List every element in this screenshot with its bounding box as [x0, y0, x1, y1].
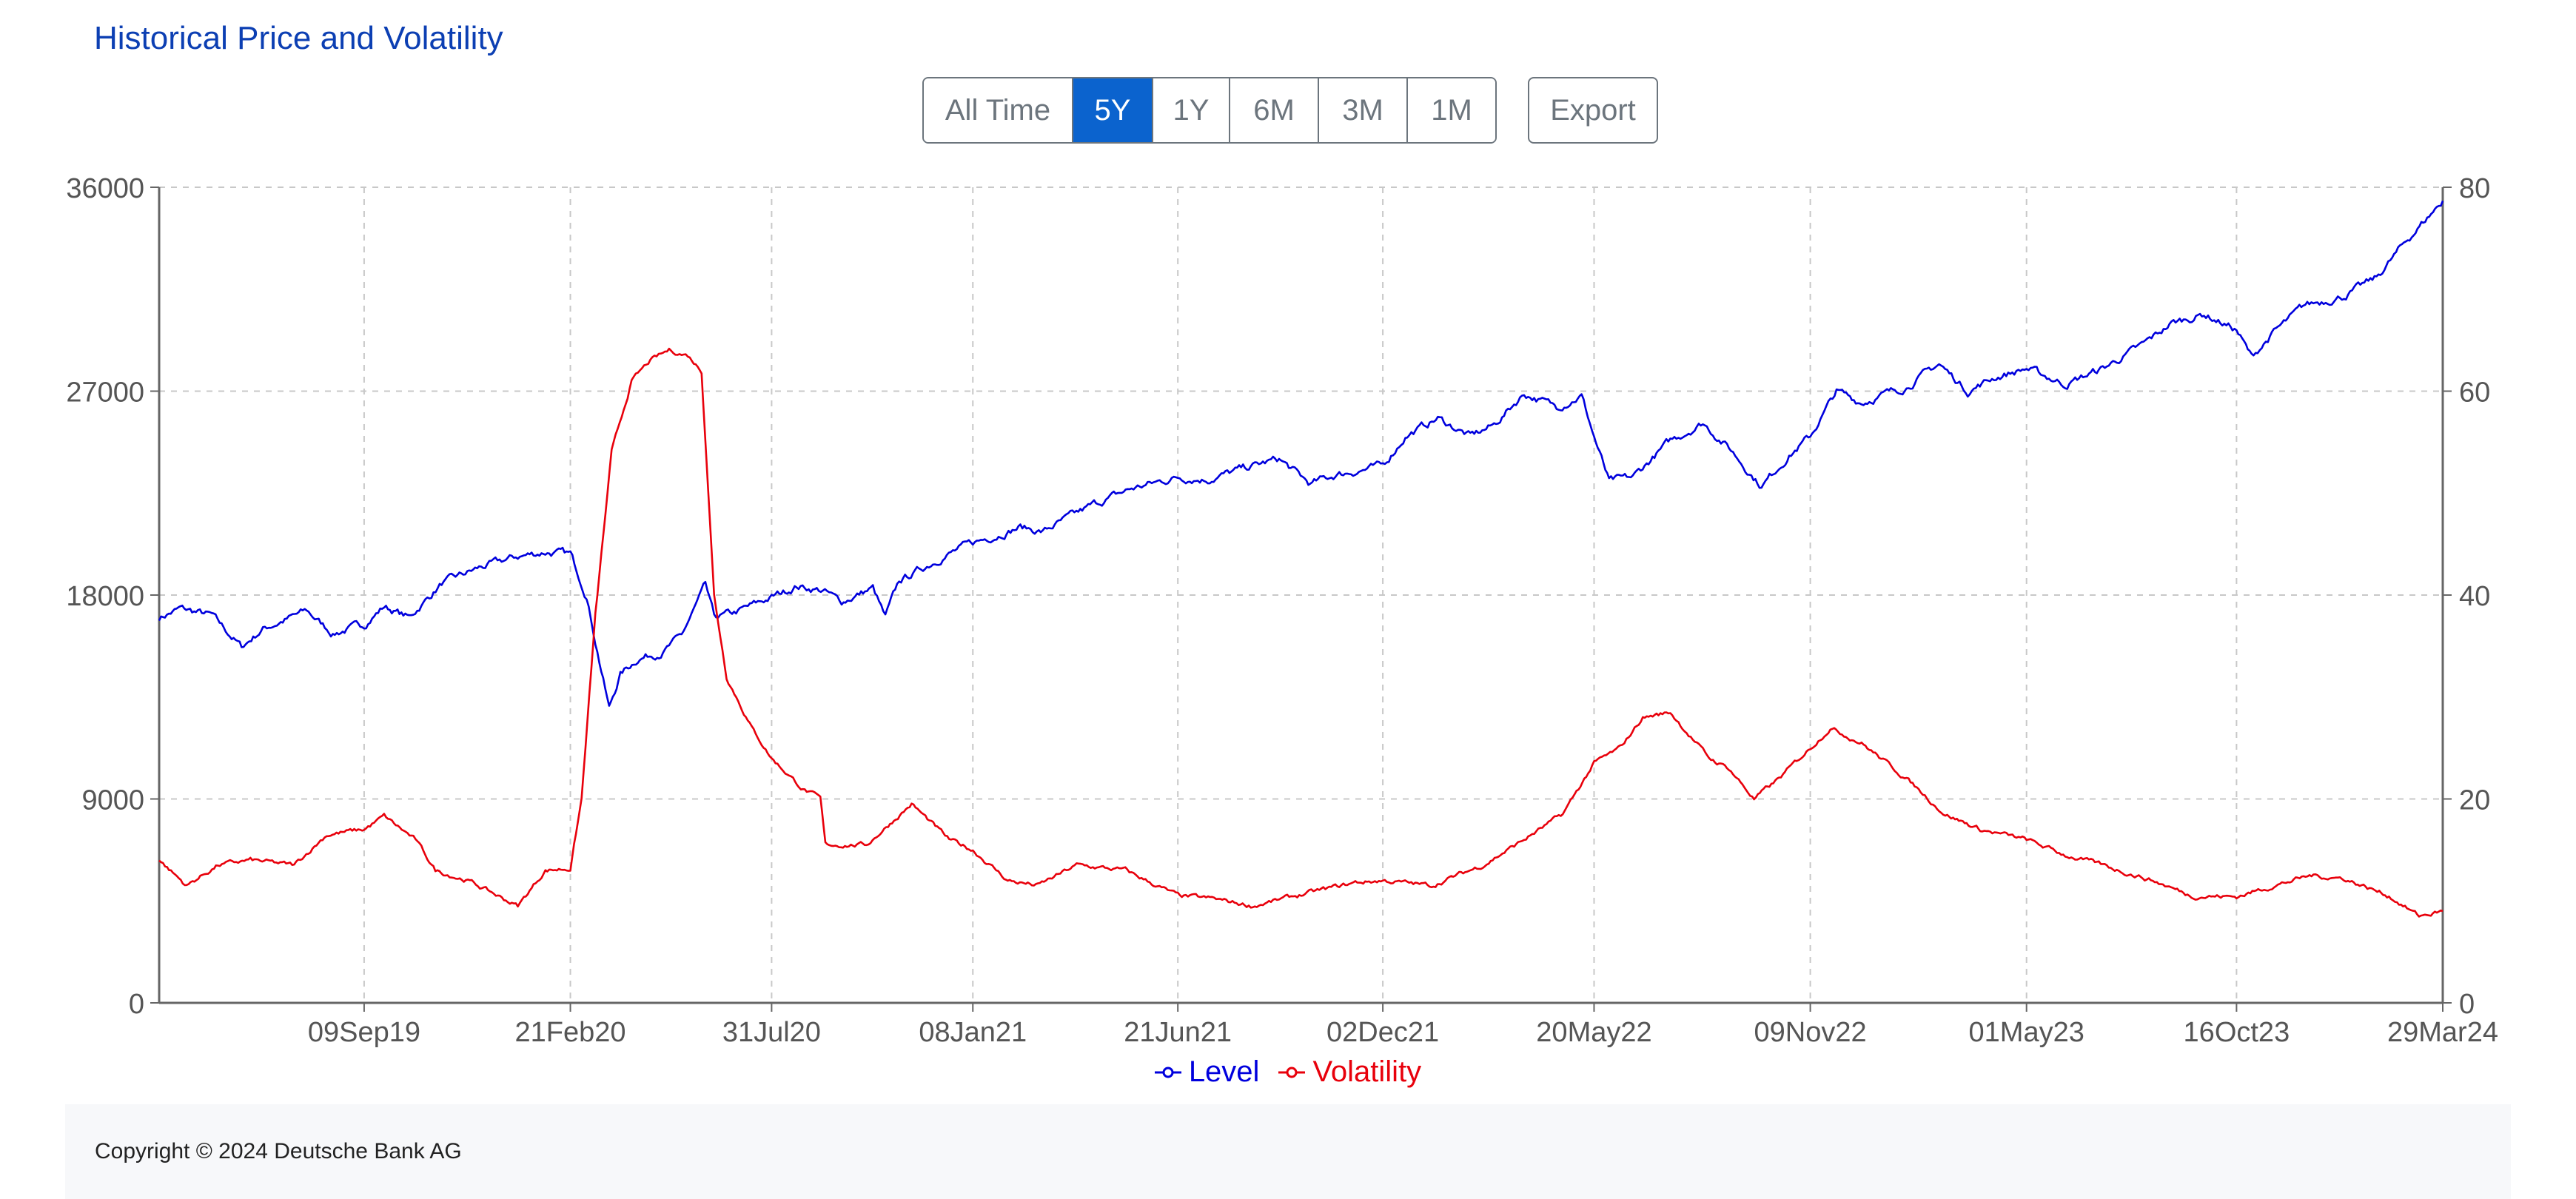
x-tick-label: 01May23 [1969, 1017, 2084, 1048]
series-line-level [158, 200, 2444, 707]
grid [159, 187, 2443, 1003]
copyright-text: Copyright © 2024 Deutsche Bank AG [95, 1139, 462, 1163]
x-tick-label: 29Mar24 [2387, 1017, 2498, 1048]
x-tick-label: 08Jan21 [919, 1017, 1027, 1048]
x-tick-label: 21Jun21 [1124, 1017, 1232, 1048]
y-right-tick-label: 60 [2459, 377, 2490, 409]
x-tick-label: 09Nov22 [1754, 1017, 1867, 1048]
legend-label-level: Level [1188, 1055, 1260, 1088]
line-marker-icon [1154, 1067, 1181, 1078]
chart-toolbar: All Time 5Y 1Y 6M 3M 1M Export [922, 77, 1658, 147]
x-tick-label: 31Jul20 [722, 1017, 821, 1048]
y-left-tick-label: 18000 [66, 581, 144, 612]
y-right-tick-label: 80 [2459, 173, 2490, 204]
y-left-tick-label: 9000 [81, 785, 144, 816]
y-left-tick-label: 27000 [66, 377, 144, 409]
legend-item-level[interactable]: Level [1154, 1055, 1260, 1089]
range-5y-button[interactable]: 5Y [1073, 78, 1153, 142]
series-line-volatility [158, 347, 2443, 918]
legend: Level Volatility [0, 1055, 2576, 1089]
page-title: Historical Price and Volatility [94, 20, 503, 56]
x-tick-label: 16Oct23 [2184, 1017, 2290, 1048]
range-all-time-button[interactable]: All Time [924, 78, 1073, 142]
range-6m-button[interactable]: 6M [1230, 78, 1319, 142]
y-right-tick-label: 0 [2459, 989, 2475, 1020]
y-left-tick-label: 36000 [66, 173, 144, 204]
legend-label-volatility: Volatility [1312, 1055, 1422, 1088]
range-1m-button[interactable]: 1M [1408, 78, 1495, 142]
export-button[interactable]: Export [1528, 77, 1658, 144]
axes: 0 9000 18000 27000 36000 0 20 40 60 80 09Sep19 21Fe… [66, 173, 2498, 1048]
x-tick-label: 02Dec21 [1326, 1017, 1439, 1048]
line-marker-icon [1278, 1067, 1306, 1078]
legend-item-volatility[interactable]: Volatility [1278, 1055, 1421, 1089]
footer: Copyright © 2024 Deutsche Bank AG [65, 1104, 2511, 1199]
series [158, 200, 2444, 918]
x-tick-label: 20May22 [1536, 1017, 1651, 1048]
range-3m-button[interactable]: 3M [1319, 78, 1408, 142]
range-1y-button[interactable]: 1Y [1153, 78, 1230, 142]
price-volatility-chart: 0 9000 18000 27000 36000 0 20 40 60 80 09Sep19 21Fe… [66, 173, 2498, 1048]
y-right-tick-label: 20 [2459, 785, 2490, 816]
range-selector: All Time 5Y 1Y 6M 3M 1M [922, 77, 1497, 144]
x-tick-label: 21Feb20 [515, 1017, 626, 1048]
x-tick-label: 09Sep19 [308, 1017, 420, 1048]
y-right-tick-label: 40 [2459, 581, 2490, 612]
y-left-tick-label: 0 [129, 989, 144, 1020]
